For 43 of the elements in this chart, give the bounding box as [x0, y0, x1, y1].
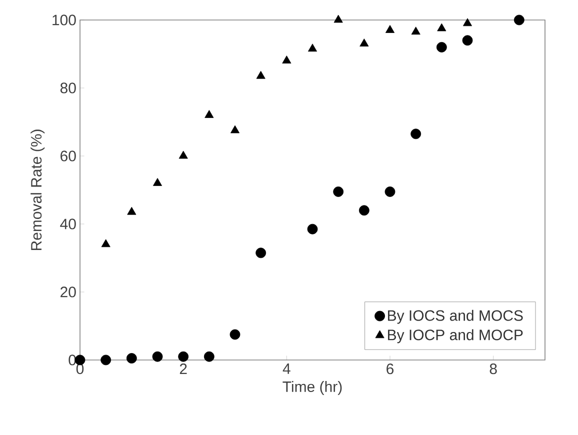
point: [101, 239, 110, 248]
y-tick-label: 80: [60, 82, 76, 94]
x-tick-label: 4: [282, 364, 290, 374]
point: [308, 44, 318, 52]
point: [152, 178, 162, 186]
point: [307, 224, 318, 234]
point: [178, 351, 189, 362]
y-tick-label: 100: [52, 14, 76, 26]
point: [152, 351, 163, 362]
point: [204, 110, 214, 118]
x-tick-label: 2: [180, 364, 187, 374]
point: [462, 35, 473, 46]
y-tick-label: 40: [60, 218, 76, 230]
point: [437, 23, 446, 32]
x-tick-label: 8: [490, 364, 497, 374]
legend-label: By IOCS and MOCS: [388, 310, 523, 324]
point: [127, 206, 136, 215]
point: [436, 42, 447, 52]
point: [360, 38, 369, 46]
point: [334, 14, 343, 23]
point: [230, 125, 240, 134]
y-tick-label: 20: [60, 286, 76, 298]
point: [410, 128, 422, 140]
point: [385, 24, 395, 33]
legend-label: By IOCP and MOCP: [388, 329, 523, 344]
y-axis-title: Removal Rate (%): [30, 130, 45, 250]
point: [126, 353, 137, 364]
point: [100, 354, 112, 366]
x-tick-label: 6: [386, 364, 394, 374]
point: [204, 351, 214, 362]
point: [333, 186, 344, 197]
point: [384, 186, 396, 197]
x-axis-title: Time (hr): [282, 381, 342, 395]
point: [462, 18, 472, 26]
point: [514, 14, 524, 26]
point: [256, 70, 266, 79]
point: [256, 248, 266, 258]
point: [230, 329, 240, 340]
point: [411, 26, 420, 35]
point: [358, 205, 370, 216]
point: [282, 56, 292, 64]
y-tick-label: 60: [60, 150, 76, 162]
point: [178, 150, 188, 159]
